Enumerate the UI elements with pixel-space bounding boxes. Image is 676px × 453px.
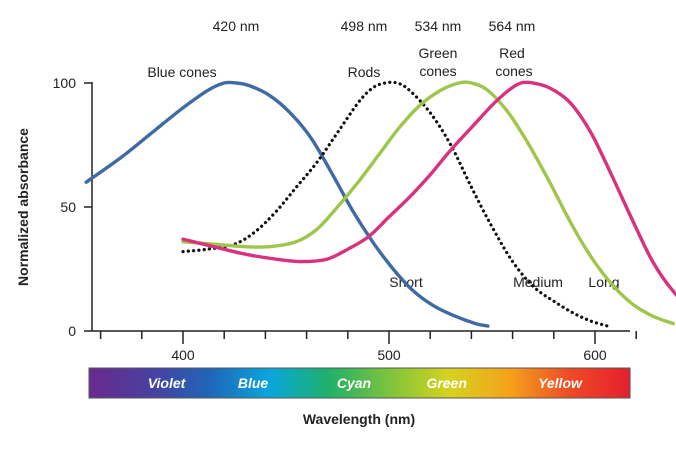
peak-label-420: 420 nm	[213, 18, 260, 34]
x-axis-title: Wavelength (nm)	[303, 411, 415, 427]
peak-label-534: 534 nm	[415, 18, 462, 34]
x-tick-label-600: 600	[583, 347, 607, 363]
band-labels: VioletBlueCyanGreenYellowRed	[148, 375, 583, 391]
label-green-cones-line2: cones	[419, 63, 456, 79]
series-line-blue-cones	[84, 80, 490, 328]
y-axis-title: Normalized absorbance	[15, 128, 31, 286]
spectrum-gradient	[88, 367, 631, 399]
x-ticks: 400500600700	[99, 331, 637, 363]
spectrum-bar: VioletBlueCyanGreenYellowRed	[88, 367, 631, 399]
series-lines	[84, 80, 676, 328]
band-label-cyan: Cyan	[337, 375, 371, 391]
label-blue-cones: Blue cones	[147, 64, 216, 80]
label-red-cones-line2: cones	[495, 63, 532, 79]
band-label-violet: Violet	[148, 375, 187, 391]
label-medium: Medium	[513, 274, 563, 290]
band-label-green: Green	[426, 375, 466, 391]
band-label-blue: Blue	[238, 375, 269, 391]
peak-label-498: 498 nm	[341, 18, 388, 34]
x-tick-label-400: 400	[171, 347, 195, 363]
peak-labels: 420 nm 498 nm 534 nm 564 nm	[213, 18, 536, 34]
x-tick-label-500: 500	[377, 347, 401, 363]
curve-annotations: Blue cones Rods Green cones Red cones Sh…	[147, 45, 619, 290]
label-rods: Rods	[348, 64, 381, 80]
series-line-green-cones	[181, 80, 675, 326]
y-tick-label-0: 0	[68, 323, 76, 339]
band-label-yellow: Yellow	[538, 375, 583, 391]
peak-label-564: 564 nm	[489, 18, 536, 34]
y-tick-label-100: 100	[53, 75, 77, 91]
label-green-cones-line1: Green	[419, 45, 458, 61]
y-ticks: 0 50 100	[53, 75, 92, 339]
label-red-cones-line1: Red	[499, 45, 525, 61]
series-line-rods	[181, 80, 609, 328]
series-line-red-cones	[181, 80, 676, 298]
y-tick-label-50: 50	[60, 199, 76, 215]
